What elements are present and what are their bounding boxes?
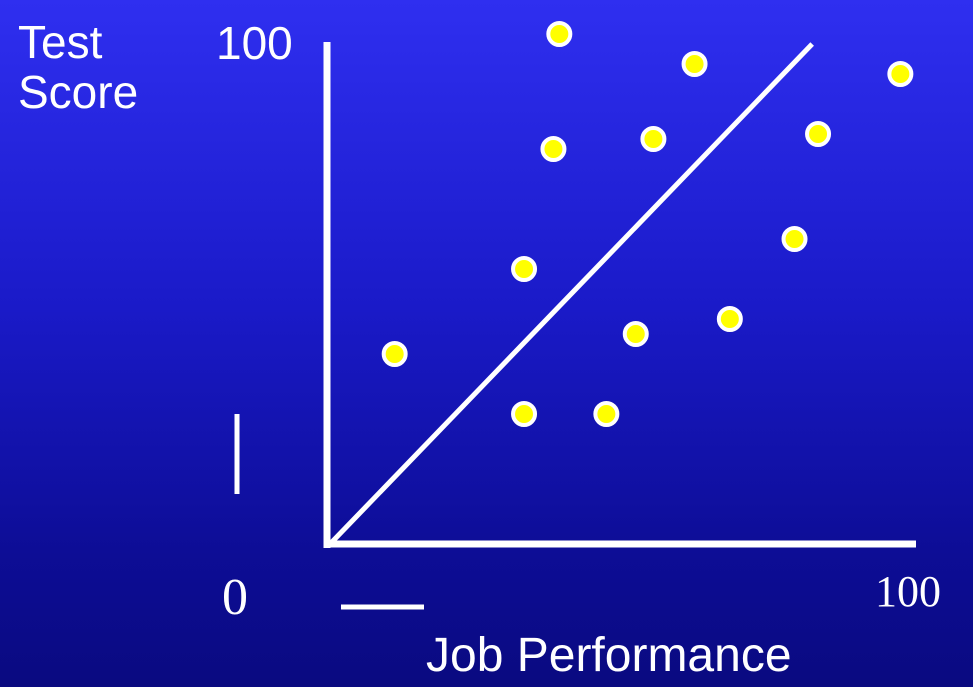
y-axis-max-tick-label: 100 [216, 17, 293, 69]
data-point [716, 306, 743, 332]
data-point [640, 126, 667, 152]
x-axis-label: Job Performance [426, 629, 792, 682]
data-point [540, 136, 567, 162]
y-axis-label-line-1: Test [18, 16, 103, 68]
trend-line [328, 42, 814, 546]
data-point [511, 256, 538, 282]
data-point [887, 61, 914, 87]
data-point [546, 21, 573, 47]
y-axis-label: Test Score [18, 16, 139, 118]
data-point [511, 401, 538, 427]
y-axis-label-line-2: Score [18, 65, 139, 118]
data-point [593, 401, 620, 427]
data-point [681, 51, 708, 77]
data-point [622, 321, 649, 347]
data-point [381, 341, 408, 367]
data-point [781, 226, 808, 252]
origin-tick-label: 0 [222, 569, 248, 626]
x-axis-max-tick-label: 100 [875, 567, 941, 616]
data-point [805, 121, 832, 147]
